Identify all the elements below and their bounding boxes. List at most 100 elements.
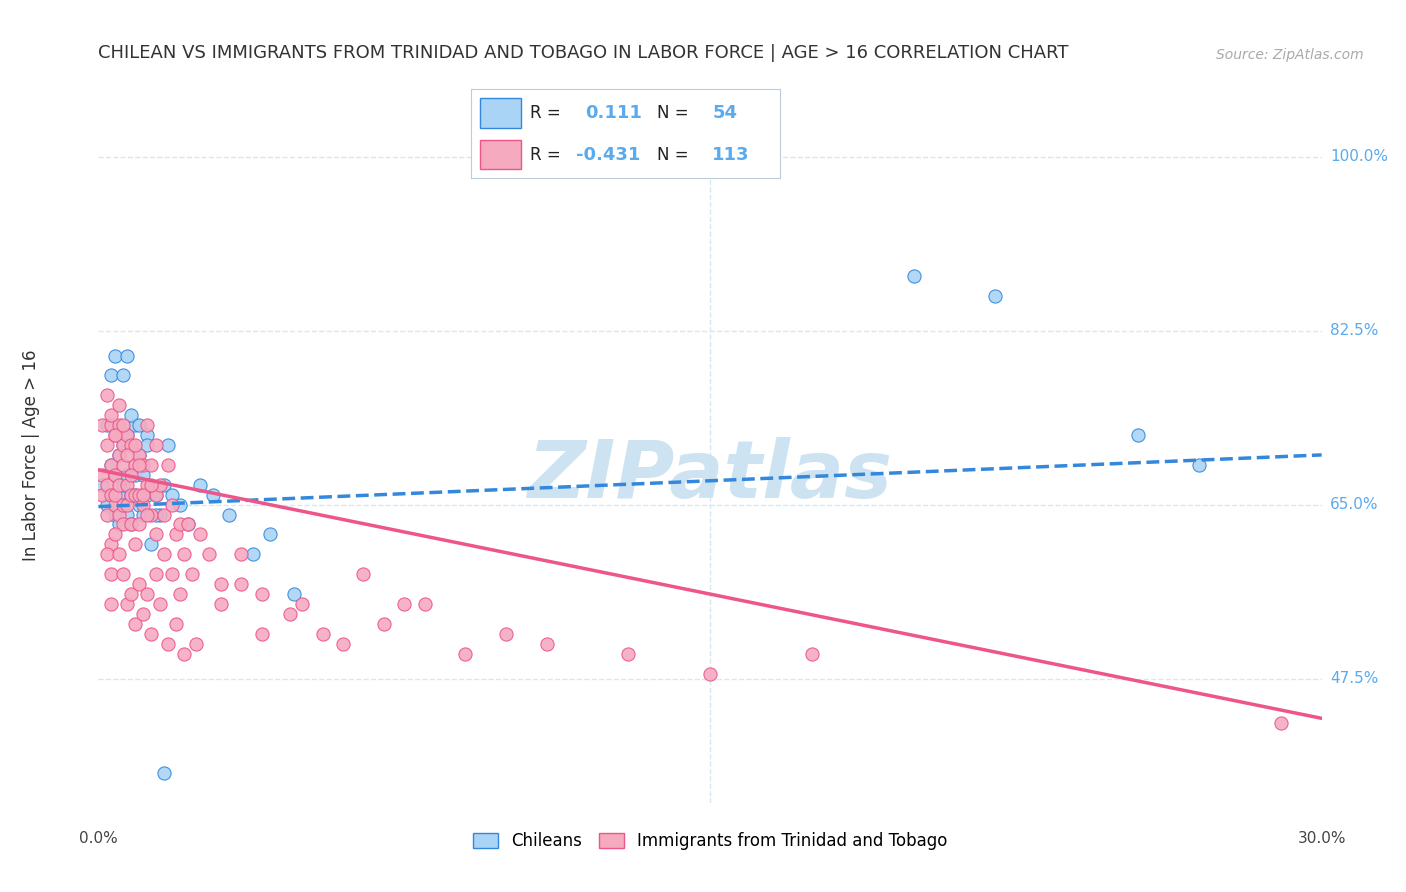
Point [111, 477, 134, 491]
Text: 30.0%: 30.0% [1298, 830, 1346, 846]
Text: 54: 54 [713, 103, 737, 122]
Point [100, 418, 122, 433]
Point [100, 368, 122, 383]
Text: In Labor Force | Age > 16: In Labor Force | Age > 16 [22, 349, 41, 561]
Text: 0.111: 0.111 [585, 103, 643, 122]
Point [96, 498, 118, 512]
Point [115, 508, 138, 522]
Point [100, 458, 122, 472]
Point [141, 458, 163, 472]
Point [111, 368, 134, 383]
Point [1270, 716, 1292, 731]
Point [91, 418, 114, 433]
Text: 82.5%: 82.5% [1330, 323, 1378, 338]
Point [149, 477, 172, 491]
Point [104, 428, 127, 442]
Point [242, 547, 264, 561]
Point [136, 418, 159, 433]
Point [128, 488, 150, 502]
Point [152, 547, 174, 561]
Point [145, 438, 167, 452]
Point [100, 537, 122, 551]
Point [1188, 458, 1211, 472]
Point [108, 508, 131, 522]
Point [165, 527, 187, 541]
Point [104, 488, 127, 502]
Point [141, 537, 163, 551]
Point [177, 517, 200, 532]
Point [124, 488, 146, 502]
Point [115, 498, 138, 512]
Point [209, 597, 232, 611]
Point [699, 666, 721, 681]
Point [209, 577, 232, 591]
Point [136, 438, 159, 452]
Point [132, 607, 155, 621]
Point [96, 388, 118, 402]
Point [152, 508, 174, 522]
Point [120, 467, 142, 482]
Point [111, 498, 134, 512]
Point [278, 607, 301, 621]
Point [115, 428, 138, 442]
Point [169, 498, 191, 512]
Point [104, 508, 127, 522]
Point [156, 458, 179, 472]
Point [128, 448, 150, 462]
Point [141, 508, 163, 522]
Point [145, 527, 167, 541]
Point [128, 448, 150, 462]
Point [120, 587, 142, 601]
Point [136, 477, 159, 491]
Text: N =: N = [657, 103, 688, 122]
Point [392, 597, 416, 611]
Text: ZIPatlas: ZIPatlas [527, 437, 893, 515]
Point [91, 477, 114, 491]
Point [128, 418, 150, 433]
Point [136, 428, 159, 442]
Point [115, 467, 138, 482]
Point [96, 477, 118, 491]
Text: 65.0%: 65.0% [1330, 497, 1378, 512]
Point [108, 418, 131, 433]
Point [152, 477, 174, 491]
Point [111, 438, 134, 452]
Point [145, 508, 167, 522]
Point [132, 467, 155, 482]
Legend: Chileans, Immigrants from Trinidad and Tobago: Chileans, Immigrants from Trinidad and T… [465, 826, 955, 857]
Point [104, 467, 127, 482]
Point [100, 408, 122, 422]
Bar [481, 98, 520, 128]
Point [124, 418, 146, 433]
Point [332, 637, 354, 651]
Point [108, 517, 131, 532]
Point [96, 508, 118, 522]
Point [108, 448, 131, 462]
Point [136, 508, 159, 522]
Point [352, 567, 374, 582]
Point [96, 438, 118, 452]
Point [160, 488, 183, 502]
Point [108, 477, 131, 491]
Point [291, 597, 314, 611]
Point [165, 616, 187, 631]
Point [145, 488, 167, 502]
Text: CHILEAN VS IMMIGRANTS FROM TRINIDAD AND TOBAGO IN LABOR FORCE | AGE > 16 CORRELA: CHILEAN VS IMMIGRANTS FROM TRINIDAD AND … [98, 45, 1069, 62]
Point [149, 508, 172, 522]
Point [373, 616, 395, 631]
Point [132, 488, 155, 502]
Point [104, 428, 127, 442]
Point [120, 488, 142, 502]
Bar [481, 140, 520, 169]
Point [115, 597, 138, 611]
Text: R =: R = [530, 145, 561, 164]
Point [617, 647, 640, 661]
Point [801, 647, 824, 661]
Text: N =: N = [657, 145, 688, 164]
Point [100, 488, 122, 502]
Point [108, 448, 131, 462]
Point [108, 398, 131, 412]
Point [156, 637, 179, 651]
Text: 0.0%: 0.0% [79, 830, 118, 846]
Point [111, 418, 134, 433]
